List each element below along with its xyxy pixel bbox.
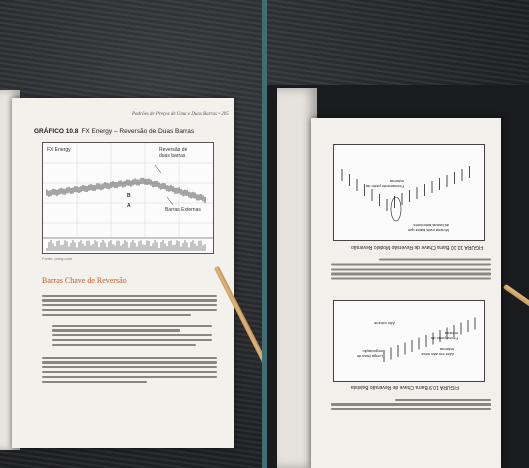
figure-title: GRÁFICO 10.8 FX Energy – Reversão de Duas… [34,128,194,135]
mark-b: B [127,193,131,199]
right-body-text [331,256,491,283]
outside-bars-annotation: Barras Externas [165,207,201,213]
figure-top-title: FIGURA 10.10 Barra Chave de Reversão Mod… [351,244,483,250]
reversal-figure-chart: Fechamento perto da máxima Mínima mais b… [333,144,485,241]
bearish-figure-svg [334,301,484,381]
right-body-text-2 [331,396,491,413]
numbered-list [52,322,212,349]
figure-bottom-title: FIGURA 10.9 Barra Chave de Reversão Baix… [351,384,459,390]
figure-number: GRÁFICO 10.8 [34,128,78,135]
left-book-page: Padrões de Preços de Uma e Duas Barras •… [12,98,234,448]
bottom-label-2: Alto volume [374,321,395,326]
bottom-label-4: Fecha perto da mínima [418,331,458,341]
chart-source: Fonte: pring.com [42,256,72,261]
left-book-photo: Padrões de Preços de Uma e Duas Barras •… [0,0,262,468]
chart-series-label: FX Energy [47,147,71,153]
body-text-block-1 [42,292,217,319]
reversal-annotation: Reversão de duas barras [159,147,199,159]
body-text-block-2 [42,354,217,385]
bottom-label-1: Longa faixa de negociação [348,349,383,359]
bottom-label-3: Abre em alta nova máxima [414,347,454,357]
price-bars [47,178,205,203]
top-label-1: Fechamento perto da máxima [364,179,404,189]
running-header: Padrões de Preços de Uma e Duas Barras •… [132,112,229,117]
price-chart: FX Energy Reversão de duas barras Barras… [42,142,214,254]
right-book-photo: Fechamento perto da máxima Mínima mais b… [267,0,529,468]
right-book-page: Fechamento perto da máxima Mínima mais b… [311,118,501,468]
mark-a: A [127,203,131,209]
bearish-figure-chart: Longa faixa de negociação Alto volume Ab… [333,300,485,382]
top-label-2: Mínima mais baixa que as barras anterior… [404,223,449,233]
section-heading: Barras Chave de Reversão [42,276,127,285]
figure-title-text: FX Energy – Reversão de Duas Barras [81,128,194,135]
volume-bars [47,240,205,251]
